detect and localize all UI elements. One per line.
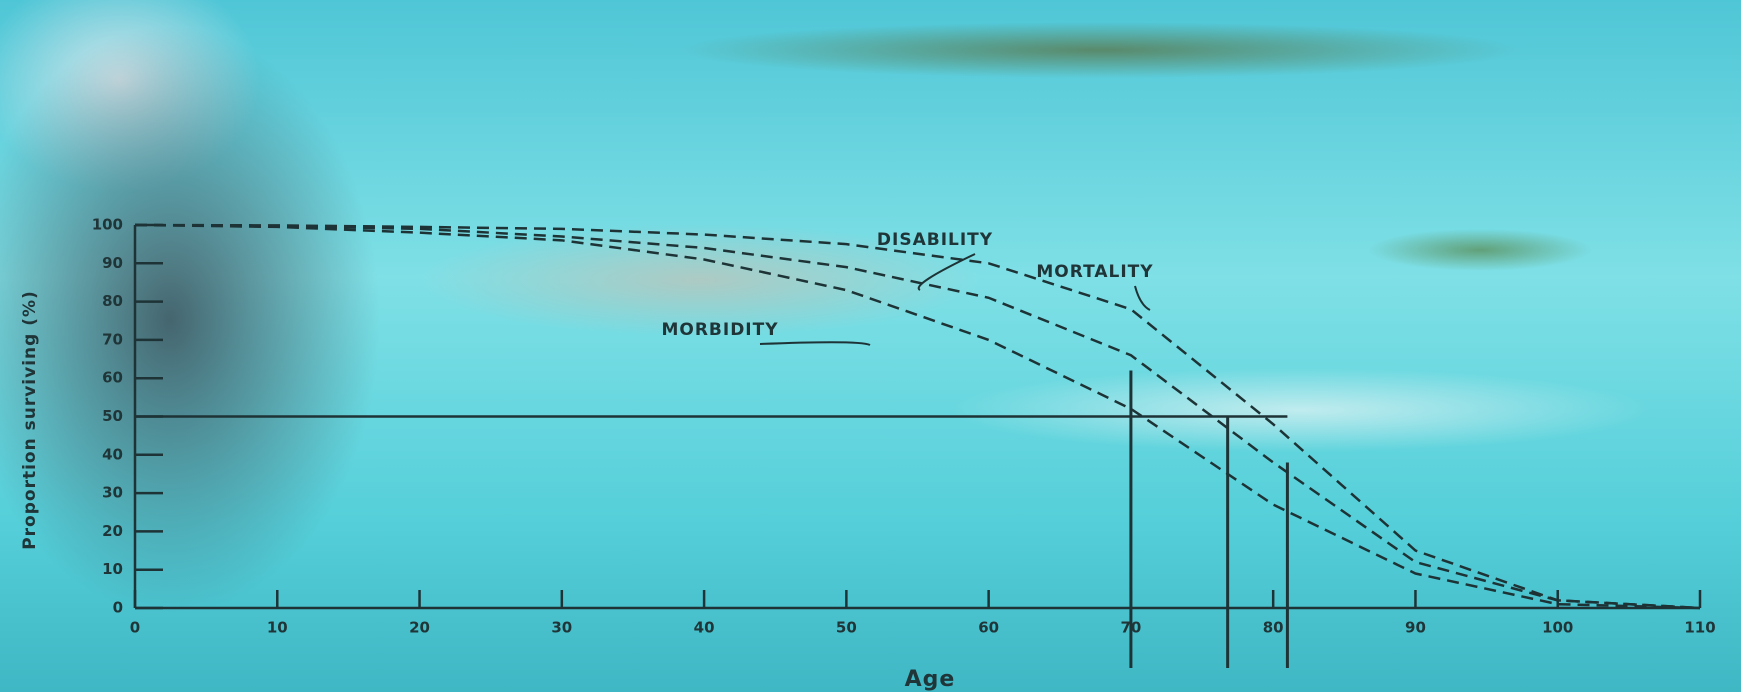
x-tick-label: 110 xyxy=(1684,619,1715,637)
series-label: MORBIDITY xyxy=(661,320,778,340)
y-tick-label: 40 xyxy=(102,445,123,463)
y-tick-label: 0 xyxy=(113,599,123,617)
x-tick-label: 60 xyxy=(978,619,999,637)
x-tick-label: 20 xyxy=(409,619,430,637)
label-leader xyxy=(917,253,976,291)
x-axis-label: Age xyxy=(905,667,956,692)
label-leader xyxy=(759,341,871,346)
series-line xyxy=(134,223,1701,610)
y-axis-label: Proportion surviving (%) xyxy=(20,290,40,550)
y-tick-label: 50 xyxy=(102,407,123,425)
x-tick-label: 0 xyxy=(130,619,140,637)
series-label: DISABILITY xyxy=(877,230,993,250)
x-tick-label: 100 xyxy=(1542,619,1573,637)
series-line xyxy=(134,223,1701,610)
x-tick-label: 10 xyxy=(267,619,288,637)
x-tick-label: 50 xyxy=(836,619,857,637)
y-tick-label: 80 xyxy=(102,292,123,310)
y-tick-label: 30 xyxy=(102,484,123,502)
series-label: MORTALITY xyxy=(1036,262,1153,282)
y-tick-label: 100 xyxy=(92,216,123,234)
x-tick-label: 30 xyxy=(551,619,572,637)
x-tick-label: 90 xyxy=(1405,619,1426,637)
label-leader xyxy=(1134,285,1151,311)
series-line xyxy=(134,223,1701,610)
y-tick-label: 10 xyxy=(102,560,123,578)
y-tick-label: 20 xyxy=(102,522,123,540)
x-tick-label: 40 xyxy=(694,619,715,637)
y-tick-label: 70 xyxy=(102,330,123,348)
x-tick-label: 80 xyxy=(1263,619,1284,637)
y-tick-label: 60 xyxy=(102,369,123,387)
y-tick-label: 90 xyxy=(102,254,123,272)
